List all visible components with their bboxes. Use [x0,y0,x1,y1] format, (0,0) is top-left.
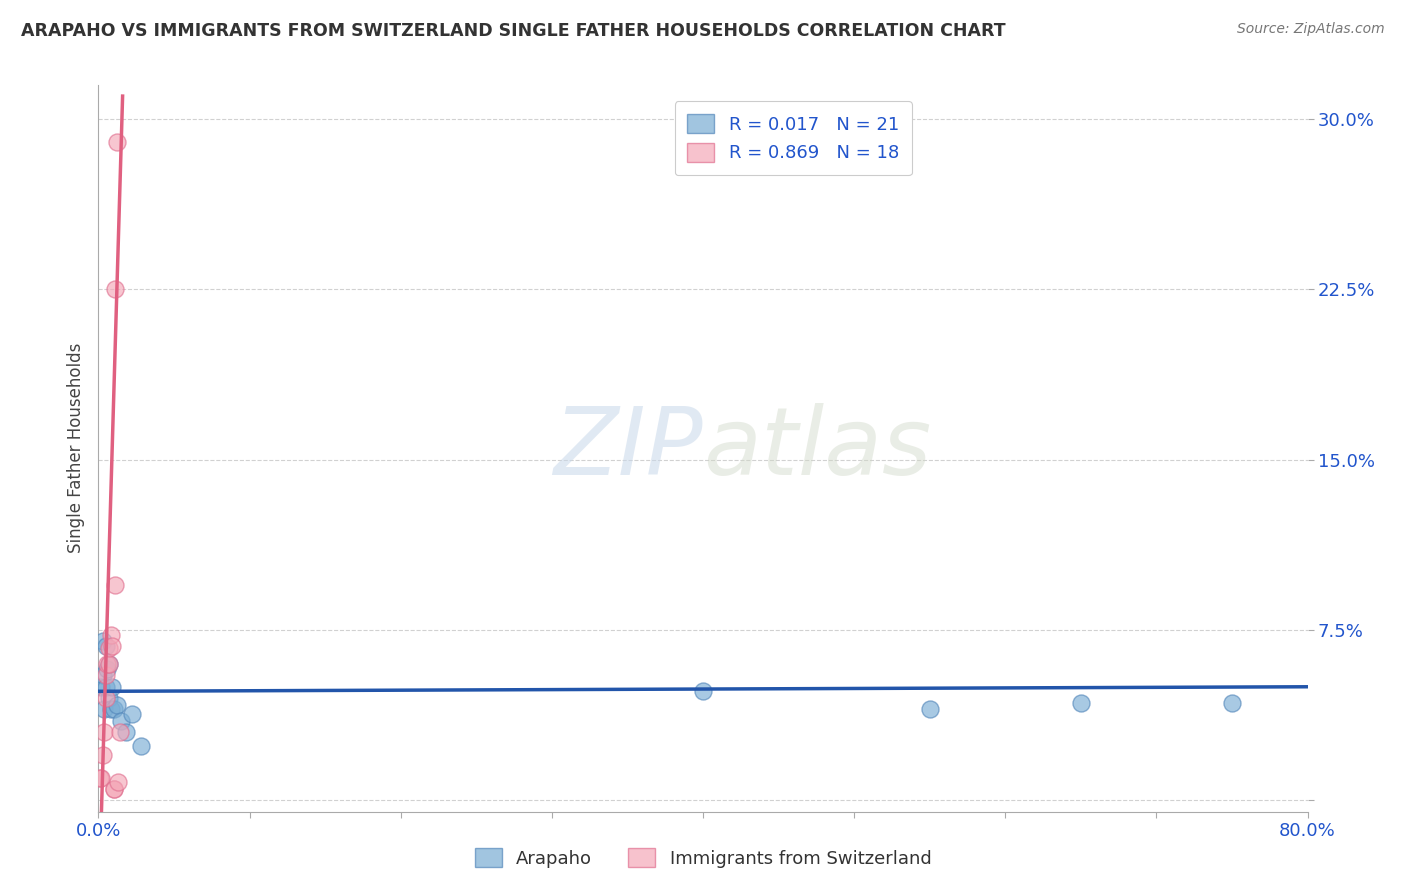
Point [90,771,112,785]
Point [104,577,127,591]
Legend: R = 0.017   N = 21, R = 0.869   N = 18: R = 0.017 N = 21, R = 0.869 N = 18 [675,101,911,175]
Point [94,639,117,653]
Point [94,680,117,694]
Point [103,782,125,797]
Point [108,725,131,739]
Point [91,668,114,682]
Point [91,634,114,648]
Text: atlas: atlas [703,402,931,494]
Point [918,702,941,716]
Point [93,725,115,739]
Point [692,684,714,698]
Point [90,680,112,694]
Point [98,657,121,671]
Legend: Arapaho, Immigrants from Switzerland: Arapaho, Immigrants from Switzerland [464,837,942,879]
Point [114,725,136,739]
Point [98,657,121,671]
Point [96,657,118,671]
Point [98,641,121,656]
Y-axis label: Single Father Households: Single Father Households [66,343,84,553]
Point [94,668,117,682]
Point [103,782,125,797]
Point [1220,696,1243,710]
Point [91,747,114,762]
Point [101,680,124,694]
Point [94,691,117,706]
Point [103,702,125,716]
Text: ARAPAHO VS IMMIGRANTS FROM SWITZERLAND SINGLE FATHER HOUSEHOLDS CORRELATION CHAR: ARAPAHO VS IMMIGRANTS FROM SWITZERLAND S… [21,22,1005,40]
Point [104,282,127,296]
Point [89,771,111,785]
Point [105,135,128,149]
Point [129,739,152,753]
Point [100,702,122,716]
Point [98,691,121,706]
Point [110,714,132,728]
Text: Source: ZipAtlas.com: Source: ZipAtlas.com [1237,22,1385,37]
Point [96,662,118,676]
Text: ZIP: ZIP [554,402,703,494]
Point [107,775,129,789]
Point [121,706,143,721]
Point [93,702,115,716]
Point [101,639,124,653]
Point [100,627,122,641]
Point [1070,696,1092,710]
Point [105,698,128,712]
